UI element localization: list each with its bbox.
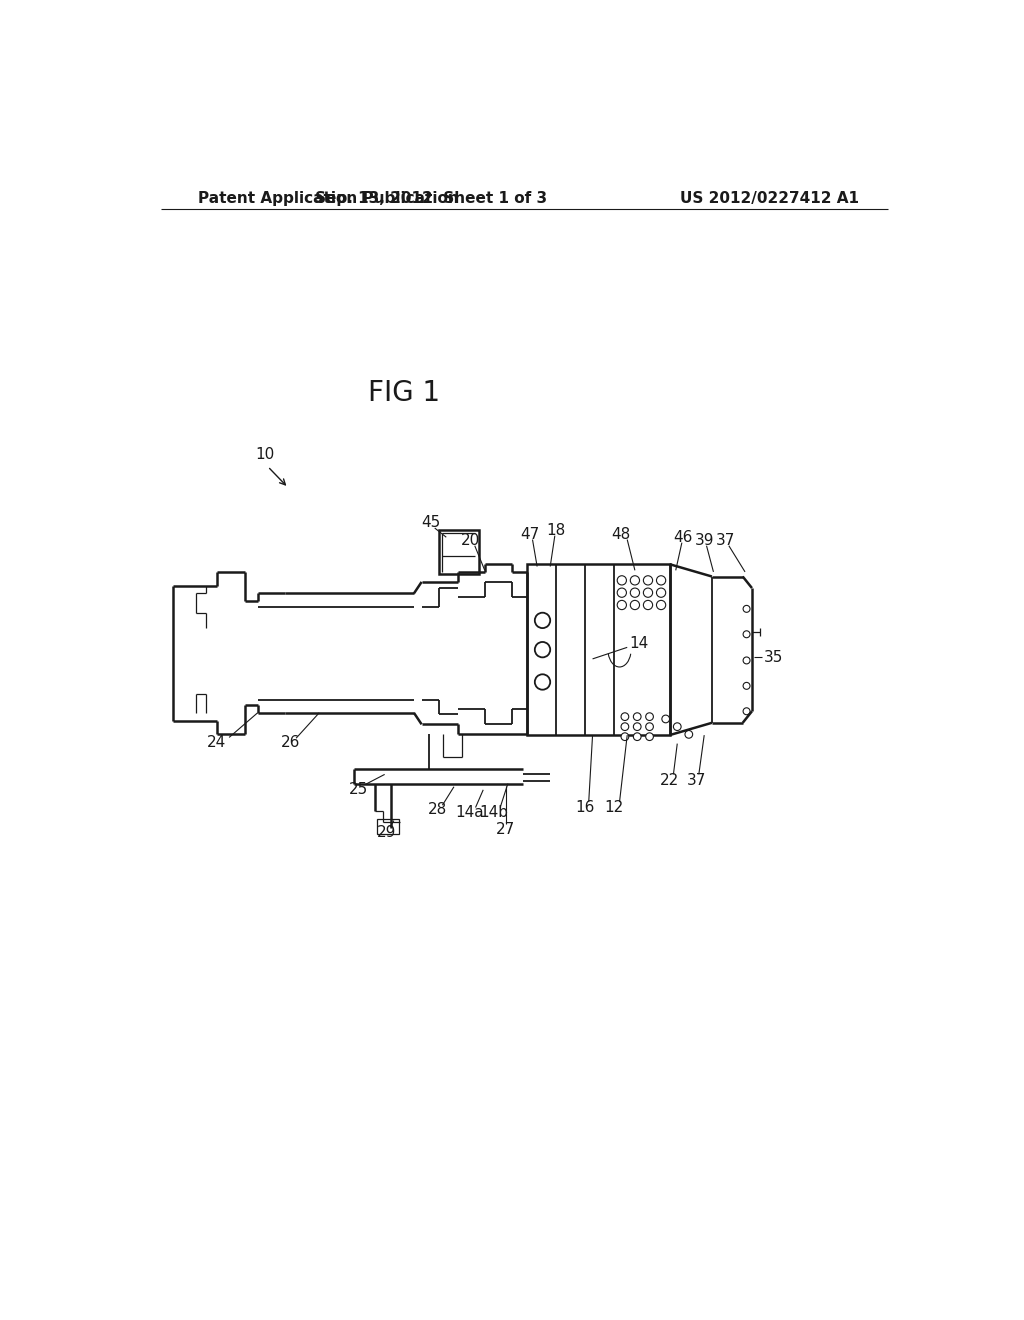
Circle shape (621, 733, 629, 741)
Text: 35: 35 (764, 649, 783, 665)
Circle shape (631, 576, 640, 585)
Text: 37: 37 (716, 533, 735, 548)
Circle shape (743, 682, 750, 689)
Text: 37: 37 (687, 774, 707, 788)
Text: 24: 24 (207, 734, 226, 750)
Circle shape (646, 733, 653, 741)
Text: 20: 20 (461, 533, 480, 548)
Text: 10: 10 (255, 447, 274, 462)
Circle shape (656, 601, 666, 610)
Circle shape (643, 589, 652, 598)
Text: US 2012/0227412 A1: US 2012/0227412 A1 (680, 191, 859, 206)
Circle shape (643, 601, 652, 610)
Circle shape (631, 601, 640, 610)
Text: 12: 12 (604, 800, 624, 814)
Text: FIG 1: FIG 1 (368, 379, 440, 408)
Circle shape (535, 642, 550, 657)
Bar (377, 818, 398, 834)
Circle shape (646, 713, 653, 721)
Circle shape (656, 576, 666, 585)
Circle shape (634, 713, 641, 721)
Circle shape (535, 612, 550, 628)
Circle shape (643, 576, 652, 585)
Text: 14: 14 (629, 636, 648, 651)
Text: 22: 22 (659, 774, 679, 788)
Circle shape (674, 723, 681, 730)
Circle shape (743, 708, 750, 714)
Bar (527, 564, 670, 735)
Text: 48: 48 (611, 527, 631, 541)
Circle shape (535, 675, 550, 689)
Circle shape (656, 589, 666, 598)
Circle shape (617, 589, 627, 598)
Text: 39: 39 (694, 533, 714, 548)
Bar (438, 529, 478, 574)
Circle shape (743, 631, 750, 638)
Circle shape (743, 657, 750, 664)
Text: Patent Application Publication: Patent Application Publication (199, 191, 459, 206)
Text: 25: 25 (349, 783, 368, 797)
Text: 46: 46 (674, 529, 693, 545)
Circle shape (617, 601, 627, 610)
Circle shape (634, 733, 641, 741)
Circle shape (634, 723, 641, 730)
Text: 18: 18 (547, 523, 566, 537)
Circle shape (662, 715, 670, 723)
Circle shape (743, 606, 750, 612)
Text: 14b: 14b (479, 805, 509, 821)
Text: 27: 27 (496, 822, 515, 837)
Circle shape (685, 730, 692, 738)
Text: 45: 45 (421, 515, 440, 531)
Circle shape (631, 589, 640, 598)
Text: 47: 47 (520, 527, 539, 541)
Text: 16: 16 (575, 800, 595, 814)
Text: 28: 28 (427, 803, 446, 817)
Text: Sep. 13, 2012  Sheet 1 of 3: Sep. 13, 2012 Sheet 1 of 3 (314, 191, 547, 206)
Text: 14a: 14a (455, 805, 483, 821)
Circle shape (621, 723, 629, 730)
Circle shape (617, 576, 627, 585)
Circle shape (646, 723, 653, 730)
Circle shape (621, 713, 629, 721)
Text: 29: 29 (377, 825, 396, 841)
Text: 26: 26 (281, 734, 300, 750)
